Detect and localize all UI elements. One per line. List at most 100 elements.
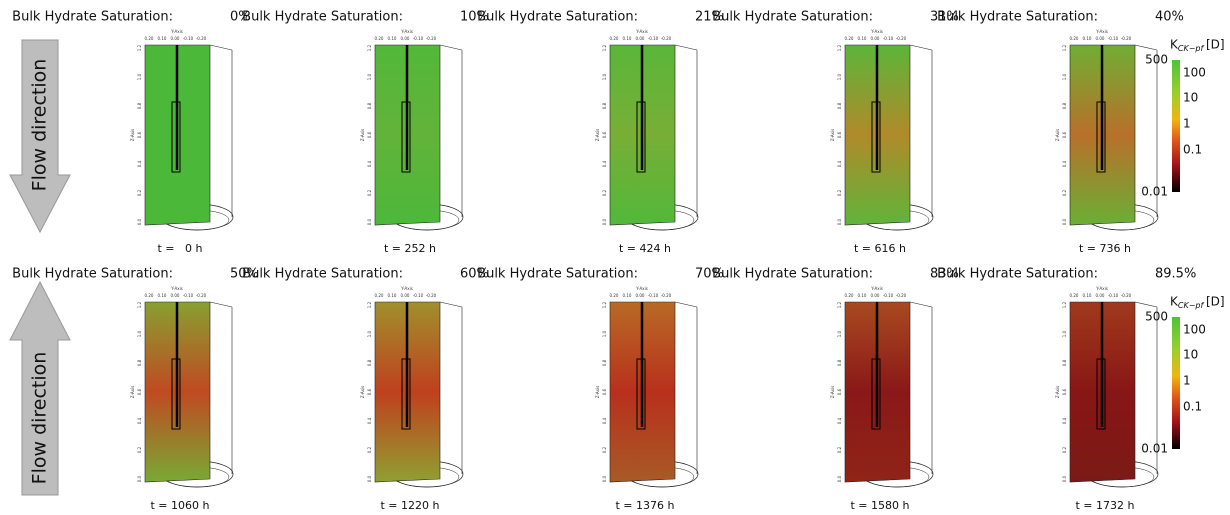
panel-title-label: Bulk Hydrate Saturation: <box>937 10 1098 25</box>
y-tick: 0.10 <box>1083 293 1092 298</box>
time-label: t = 1376 h <box>616 499 675 512</box>
z-axis-label: Z-Axis <box>360 129 365 141</box>
frame <box>1135 45 1157 50</box>
y-tick: 0.10 <box>158 36 167 41</box>
colorbar-tick: 500 <box>1145 310 1168 324</box>
z-tick: 0.0 <box>367 475 372 482</box>
time-label: t = 1580 h <box>851 499 910 512</box>
z-tick: 1.2 <box>367 301 372 308</box>
y-tick: 0.10 <box>1083 36 1092 41</box>
z-tick: 0.6 <box>602 131 607 138</box>
z-tick: 1.2 <box>837 301 842 308</box>
z-tick: 0.6 <box>137 131 142 138</box>
colorbar-tick: 100 <box>1183 66 1206 80</box>
y-axis-label: Y-Axis <box>400 29 413 34</box>
y-axis-label: Y-Axis <box>635 286 648 291</box>
z-tick: 1.0 <box>137 330 142 337</box>
colorbar-tick: 500 <box>1145 53 1168 67</box>
y-tick: 0.20 <box>1070 293 1079 298</box>
z-tick: 0.0 <box>367 218 372 225</box>
z-tick: 1.0 <box>602 73 607 80</box>
frame <box>440 45 462 50</box>
y-tick: -0.20 <box>196 293 207 298</box>
z-tick: 0.2 <box>837 189 842 196</box>
panel-title-label: Bulk Hydrate Saturation: <box>477 267 638 282</box>
z-tick: 0.8 <box>1062 102 1067 109</box>
y-tick: 0.00 <box>871 293 880 298</box>
y-tick: 0.00 <box>1096 293 1105 298</box>
panel: Bulk Hydrate Saturation:31%Y-Axis0.200.1… <box>712 10 959 256</box>
flow-label: Flow direction <box>29 352 51 485</box>
y-tick: -0.20 <box>661 36 672 41</box>
z-tick: 0.0 <box>837 475 842 482</box>
y-tick: 0.00 <box>171 293 180 298</box>
z-tick: 0.6 <box>837 131 842 138</box>
time-label: t = 424 h <box>619 242 671 255</box>
panel: Bulk Hydrate Saturation:70%Y-Axis0.200.1… <box>477 267 724 513</box>
colorbar-tick: 1 <box>1183 374 1191 388</box>
z-tick: 0.6 <box>137 388 142 395</box>
z-axis-label: Z-Axis <box>595 386 600 398</box>
y-tick: 0.00 <box>401 293 410 298</box>
flow-arrow-up: Flow direction <box>10 282 70 495</box>
panel-title-label: Bulk Hydrate Saturation: <box>937 267 1098 282</box>
y-axis-label: Y-Axis <box>400 286 413 291</box>
y-tick: 0.00 <box>636 293 645 298</box>
y-tick: -0.20 <box>1121 36 1132 41</box>
y-tick: -0.10 <box>413 293 424 298</box>
z-tick: 1.2 <box>367 44 372 51</box>
panel-title-label: Bulk Hydrate Saturation: <box>242 267 403 282</box>
z-tick: 0.8 <box>602 359 607 366</box>
panel: Bulk Hydrate Saturation:83%Y-Axis0.200.1… <box>712 267 959 513</box>
y-tick: 0.10 <box>858 36 867 41</box>
y-tick: -0.20 <box>896 293 907 298</box>
z-tick: 0.0 <box>137 218 142 225</box>
z-tick: 0.2 <box>602 189 607 196</box>
z-tick: 0.6 <box>1062 388 1067 395</box>
z-axis-label: Z-Axis <box>595 129 600 141</box>
z-tick: 0.8 <box>137 102 142 109</box>
y-tick: 0.20 <box>1070 36 1079 41</box>
panel-title-label: Bulk Hydrate Saturation: <box>712 267 873 282</box>
colorbar-tick: 1 <box>1183 117 1191 131</box>
z-axis-label: Z-Axis <box>130 129 135 141</box>
y-tick: 0.10 <box>623 36 632 41</box>
frame <box>675 302 697 307</box>
colorbar-bar <box>1172 60 1180 192</box>
z-tick: 1.2 <box>602 44 607 51</box>
z-tick: 0.4 <box>137 417 142 424</box>
z-tick: 0.8 <box>602 102 607 109</box>
z-tick: 0.0 <box>602 218 607 225</box>
z-tick: 0.8 <box>837 359 842 366</box>
colorbar-tick: 100 <box>1183 323 1206 337</box>
colorbar-tick: 0.1 <box>1183 143 1202 157</box>
colorbar-subscript: CK−pf <box>1178 301 1205 310</box>
y-tick: 0.20 <box>610 293 619 298</box>
y-axis-label: Y-Axis <box>635 29 648 34</box>
z-tick: 1.2 <box>1062 301 1067 308</box>
frame <box>440 302 462 307</box>
frame <box>1135 302 1157 307</box>
y-tick: 0.00 <box>401 36 410 41</box>
y-tick: 0.20 <box>375 36 384 41</box>
y-tick: -0.10 <box>883 293 894 298</box>
z-tick: 0.2 <box>837 446 842 453</box>
z-tick: 0.4 <box>1062 160 1067 167</box>
y-tick: -0.20 <box>426 36 437 41</box>
y-tick: 0.10 <box>388 36 397 41</box>
colorbar-bar <box>1172 317 1180 449</box>
y-tick: -0.20 <box>426 293 437 298</box>
y-axis-label: Y-Axis <box>870 29 883 34</box>
z-tick: 0.0 <box>837 218 842 225</box>
panel-saturation: 40% <box>1155 10 1184 25</box>
z-tick: 1.2 <box>602 301 607 308</box>
y-tick: -0.10 <box>183 36 194 41</box>
z-axis-label: Z-Axis <box>360 386 365 398</box>
z-tick: 1.2 <box>1062 44 1067 51</box>
z-tick: 0.8 <box>367 359 372 366</box>
y-tick: 0.10 <box>388 293 397 298</box>
y-tick: 0.20 <box>845 36 854 41</box>
z-tick: 1.0 <box>1062 73 1067 80</box>
